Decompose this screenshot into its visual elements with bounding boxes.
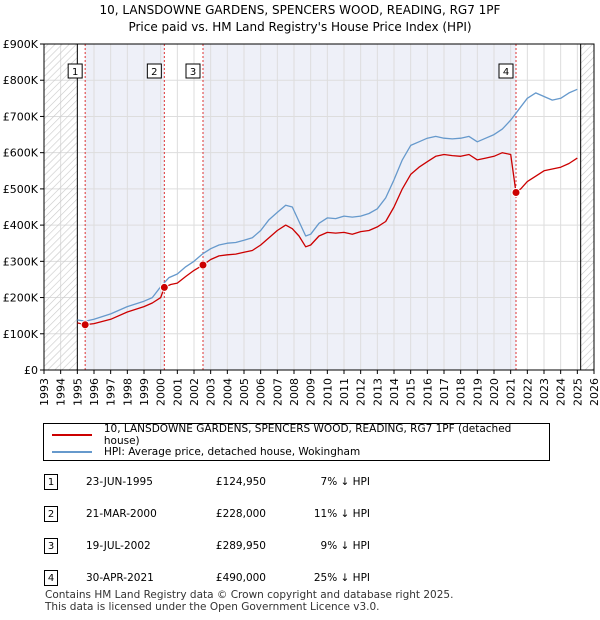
hatched-region	[44, 44, 78, 370]
y-tick-label: £100K	[3, 328, 39, 341]
x-tick-label: 2009	[305, 378, 318, 406]
sale-box-3	[185, 63, 201, 79]
sale-hpi-diff: 9% ↓ HPI	[320, 540, 370, 552]
hpi-line	[77, 88, 578, 322]
x-tick-label: 2017	[438, 378, 451, 406]
x-tick-label: 2024	[555, 378, 568, 406]
x-tick-label: 2011	[338, 378, 351, 406]
x-tick-label: 2025	[571, 378, 584, 406]
sale-row-2: 2 21-MAR-2000 £228,000 11% ↓ HPI	[0, 506, 600, 528]
sale-row-4: 4 30-APR-2021 £490,000 25% ↓ HPI	[0, 570, 600, 592]
chart-subtitle: Price paid vs. HM Land Registry's House …	[128, 20, 472, 34]
price-chart: 1 2 3 4 £0 £100K £200K £300K £400K £500K £600K £70…	[3, 38, 600, 406]
x-tick-label: 2000	[155, 378, 168, 406]
sale-box-1	[67, 63, 83, 79]
x-tick-label: 2008	[288, 378, 301, 406]
sale-hpi-diff: 7% ↓ HPI	[320, 476, 370, 488]
sale-date: 23-JUN-1995	[86, 476, 153, 488]
sale-marker-1	[80, 320, 90, 330]
y-tick-label: £200K	[3, 292, 39, 305]
x-tick-label: 1997	[105, 378, 118, 406]
sale-date: 30-APR-2021	[86, 572, 154, 584]
plot-frame	[43, 43, 595, 371]
sale-box-label-2: 2	[151, 67, 157, 78]
sale-number-badge: 2	[44, 506, 58, 522]
x-tick-label: 2020	[488, 378, 501, 406]
sale-number-badge: 4	[44, 570, 58, 586]
x-tick-label: 1999	[138, 378, 151, 406]
x-tick-label: 2002	[188, 378, 201, 406]
y-tick-label: £500K	[3, 183, 39, 196]
chart-title-address: 10, LANSDOWNE GARDENS, SPENCERS WOOD, RE…	[99, 3, 501, 17]
sale-box-label-4: 4	[503, 67, 509, 78]
ownership-band	[203, 44, 516, 370]
sale-number-badge: 1	[44, 474, 58, 490]
sale-row-3: 3 19-JUL-2002 £289,950 9% ↓ HPI	[0, 538, 600, 560]
x-tick-label: 2012	[355, 378, 368, 406]
x-tick-label: 2023	[538, 378, 551, 406]
sale-marker-2	[159, 282, 169, 292]
sale-row-1: 1 23-JUN-1995 £124,950 7% ↓ HPI	[0, 474, 600, 496]
hatched-region	[580, 44, 594, 370]
sale-price: £490,000	[215, 572, 266, 584]
sale-box-2	[146, 63, 162, 79]
sale-hpi-diff: 25% ↓ HPI	[313, 572, 370, 584]
y-tick-label: £0	[24, 364, 38, 377]
x-tick-label: 2003	[205, 378, 218, 406]
ownership-band	[85, 44, 165, 370]
legend-item-hpi: HPI: Average price, detached house, Woki…	[52, 444, 360, 460]
x-tick-label: 1993	[38, 378, 51, 406]
y-tick-label: £400K	[3, 219, 39, 232]
x-tick-label: 2013	[371, 378, 384, 406]
x-tick-label: 2019	[471, 378, 484, 406]
x-tick-label: 2014	[388, 378, 401, 406]
sale-number-badge: 3	[44, 538, 58, 554]
sale-marker-4	[511, 188, 521, 198]
x-tick-label: 2026	[588, 378, 600, 406]
footer-licence: This data is licensed under the Open Gov…	[45, 601, 380, 613]
x-tick-label: 1994	[55, 378, 68, 406]
sale-date: 19-JUL-2002	[86, 540, 151, 552]
legend-label-property: 10, LANSDOWNE GARDENS, SPENCERS WOOD, RE…	[103, 423, 512, 447]
x-tick-label: 2018	[455, 378, 468, 406]
y-tick-label: £800K	[3, 74, 39, 87]
sale-box-label-1: 1	[72, 67, 78, 78]
sale-box-label-3: 3	[190, 67, 196, 78]
sale-price: £228,000	[215, 508, 266, 520]
sale-box-4	[498, 63, 514, 79]
sale-date: 21-MAR-2000	[86, 508, 157, 520]
x-tick-label: 2016	[421, 378, 434, 406]
y-tick-label: £300K	[3, 255, 39, 268]
x-tick-label: 2021	[505, 378, 518, 406]
legend-swatch-hpi	[52, 451, 92, 453]
footer-copyright: Contains HM Land Registry data © Crown c…	[45, 589, 454, 601]
sale-hpi-diff: 11% ↓ HPI	[313, 508, 370, 520]
x-tick-label: 1998	[121, 378, 134, 406]
legend-label-hpi: HPI: Average price, detached house, Woki…	[104, 446, 361, 458]
y-tick-label: £600K	[3, 147, 39, 160]
x-tick-label: 2006	[255, 378, 268, 406]
sale-price: £289,950	[215, 540, 266, 552]
y-tick-label: £700K	[3, 110, 39, 123]
x-tick-label: 2022	[521, 378, 534, 406]
x-tick-label: 2001	[171, 378, 184, 406]
x-tick-label: 2007	[271, 378, 284, 406]
legend-item-property: 10, LANSDOWNE GARDENS, SPENCERS WOOD, RE…	[52, 423, 549, 447]
x-tick-label: 2015	[405, 378, 418, 406]
x-tick-label: 1995	[71, 378, 84, 406]
chart-legend: 10, LANSDOWNE GARDENS, SPENCERS WOOD, RE…	[43, 423, 550, 461]
x-tick-label: 2004	[221, 378, 234, 406]
x-tick-label: 1996	[88, 378, 101, 406]
sale-marker-3	[198, 260, 208, 270]
property-price-line	[77, 152, 578, 326]
legend-swatch-property	[52, 434, 92, 436]
sale-price: £124,950	[215, 476, 266, 488]
y-tick-label: £900K	[3, 38, 39, 51]
x-tick-label: 2005	[238, 378, 251, 406]
x-tick-label: 2010	[321, 378, 334, 406]
